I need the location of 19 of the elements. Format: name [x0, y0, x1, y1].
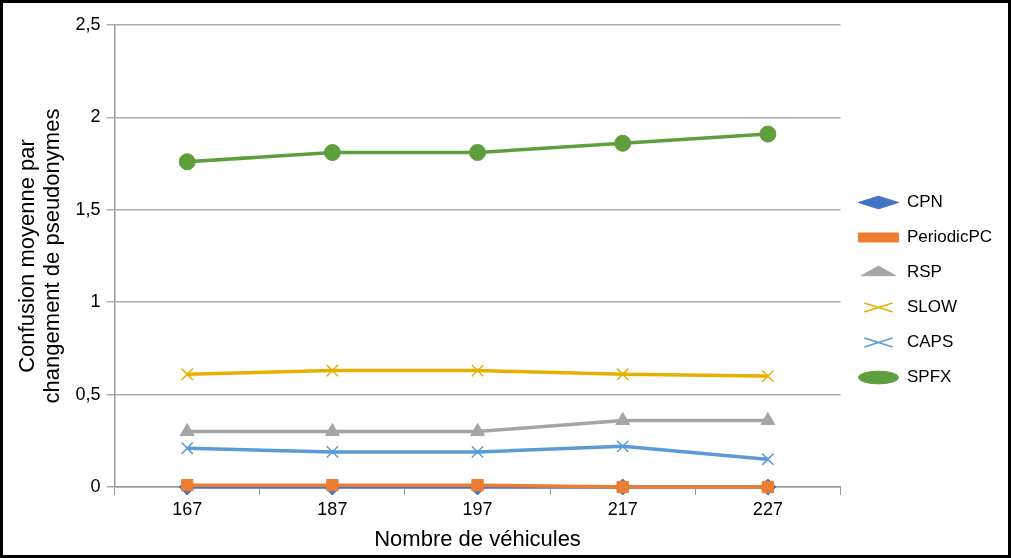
legend-label: CPN	[906, 192, 943, 212]
legend-label: CAPS	[906, 332, 954, 352]
y-tick-label: 1,5	[75, 198, 101, 219]
y-tick-label: 2,5	[75, 13, 101, 34]
legend-label: PeriodicPC	[906, 227, 993, 247]
y-tick-label: 0,5	[75, 383, 101, 404]
x-axis-title: Nombre de véhicules	[374, 525, 581, 551]
x-tick-label: 227	[752, 498, 783, 519]
x-tick-label: 187	[317, 498, 348, 519]
y-axis-title: Confusion moyenne par changement de pseudonymes	[13, 108, 65, 404]
x-tick-label: 217	[607, 498, 638, 519]
x-tick-label: 197	[462, 498, 493, 519]
legend-label: SLOW	[906, 297, 958, 317]
y-tick-label: 2	[90, 106, 101, 127]
legend-label: RSP	[906, 262, 942, 282]
x-tick-label: 167	[172, 498, 203, 519]
y-tick-label: 0	[90, 475, 101, 496]
legend-label: SPFX	[906, 367, 952, 387]
y-tick-label: 1	[90, 291, 101, 312]
